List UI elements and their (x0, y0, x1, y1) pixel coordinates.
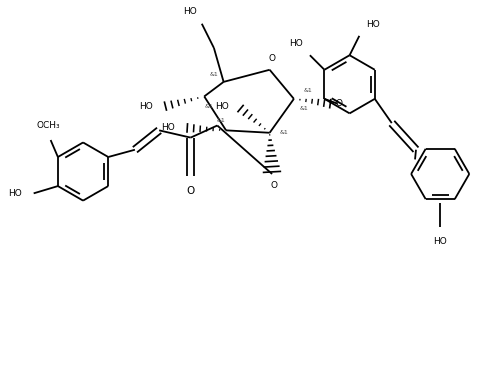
Text: O: O (271, 181, 278, 190)
Text: &1: &1 (217, 118, 226, 123)
Text: OCH₃: OCH₃ (36, 121, 60, 130)
Text: &1: &1 (304, 87, 313, 93)
Text: &1: &1 (205, 104, 213, 109)
Text: HO: HO (434, 237, 447, 246)
Text: HO: HO (161, 123, 175, 132)
Text: O: O (269, 54, 276, 63)
Text: &1: &1 (209, 72, 218, 77)
Text: HO: HO (215, 102, 228, 110)
Text: O: O (187, 186, 195, 196)
Text: HO: HO (289, 39, 303, 48)
Text: HO: HO (139, 102, 154, 110)
Text: HO: HO (183, 8, 196, 17)
Text: HO: HO (366, 20, 381, 29)
Text: HO: HO (8, 189, 21, 198)
Text: &1: &1 (299, 106, 308, 111)
Text: O: O (335, 99, 342, 108)
Text: &1: &1 (280, 130, 289, 135)
